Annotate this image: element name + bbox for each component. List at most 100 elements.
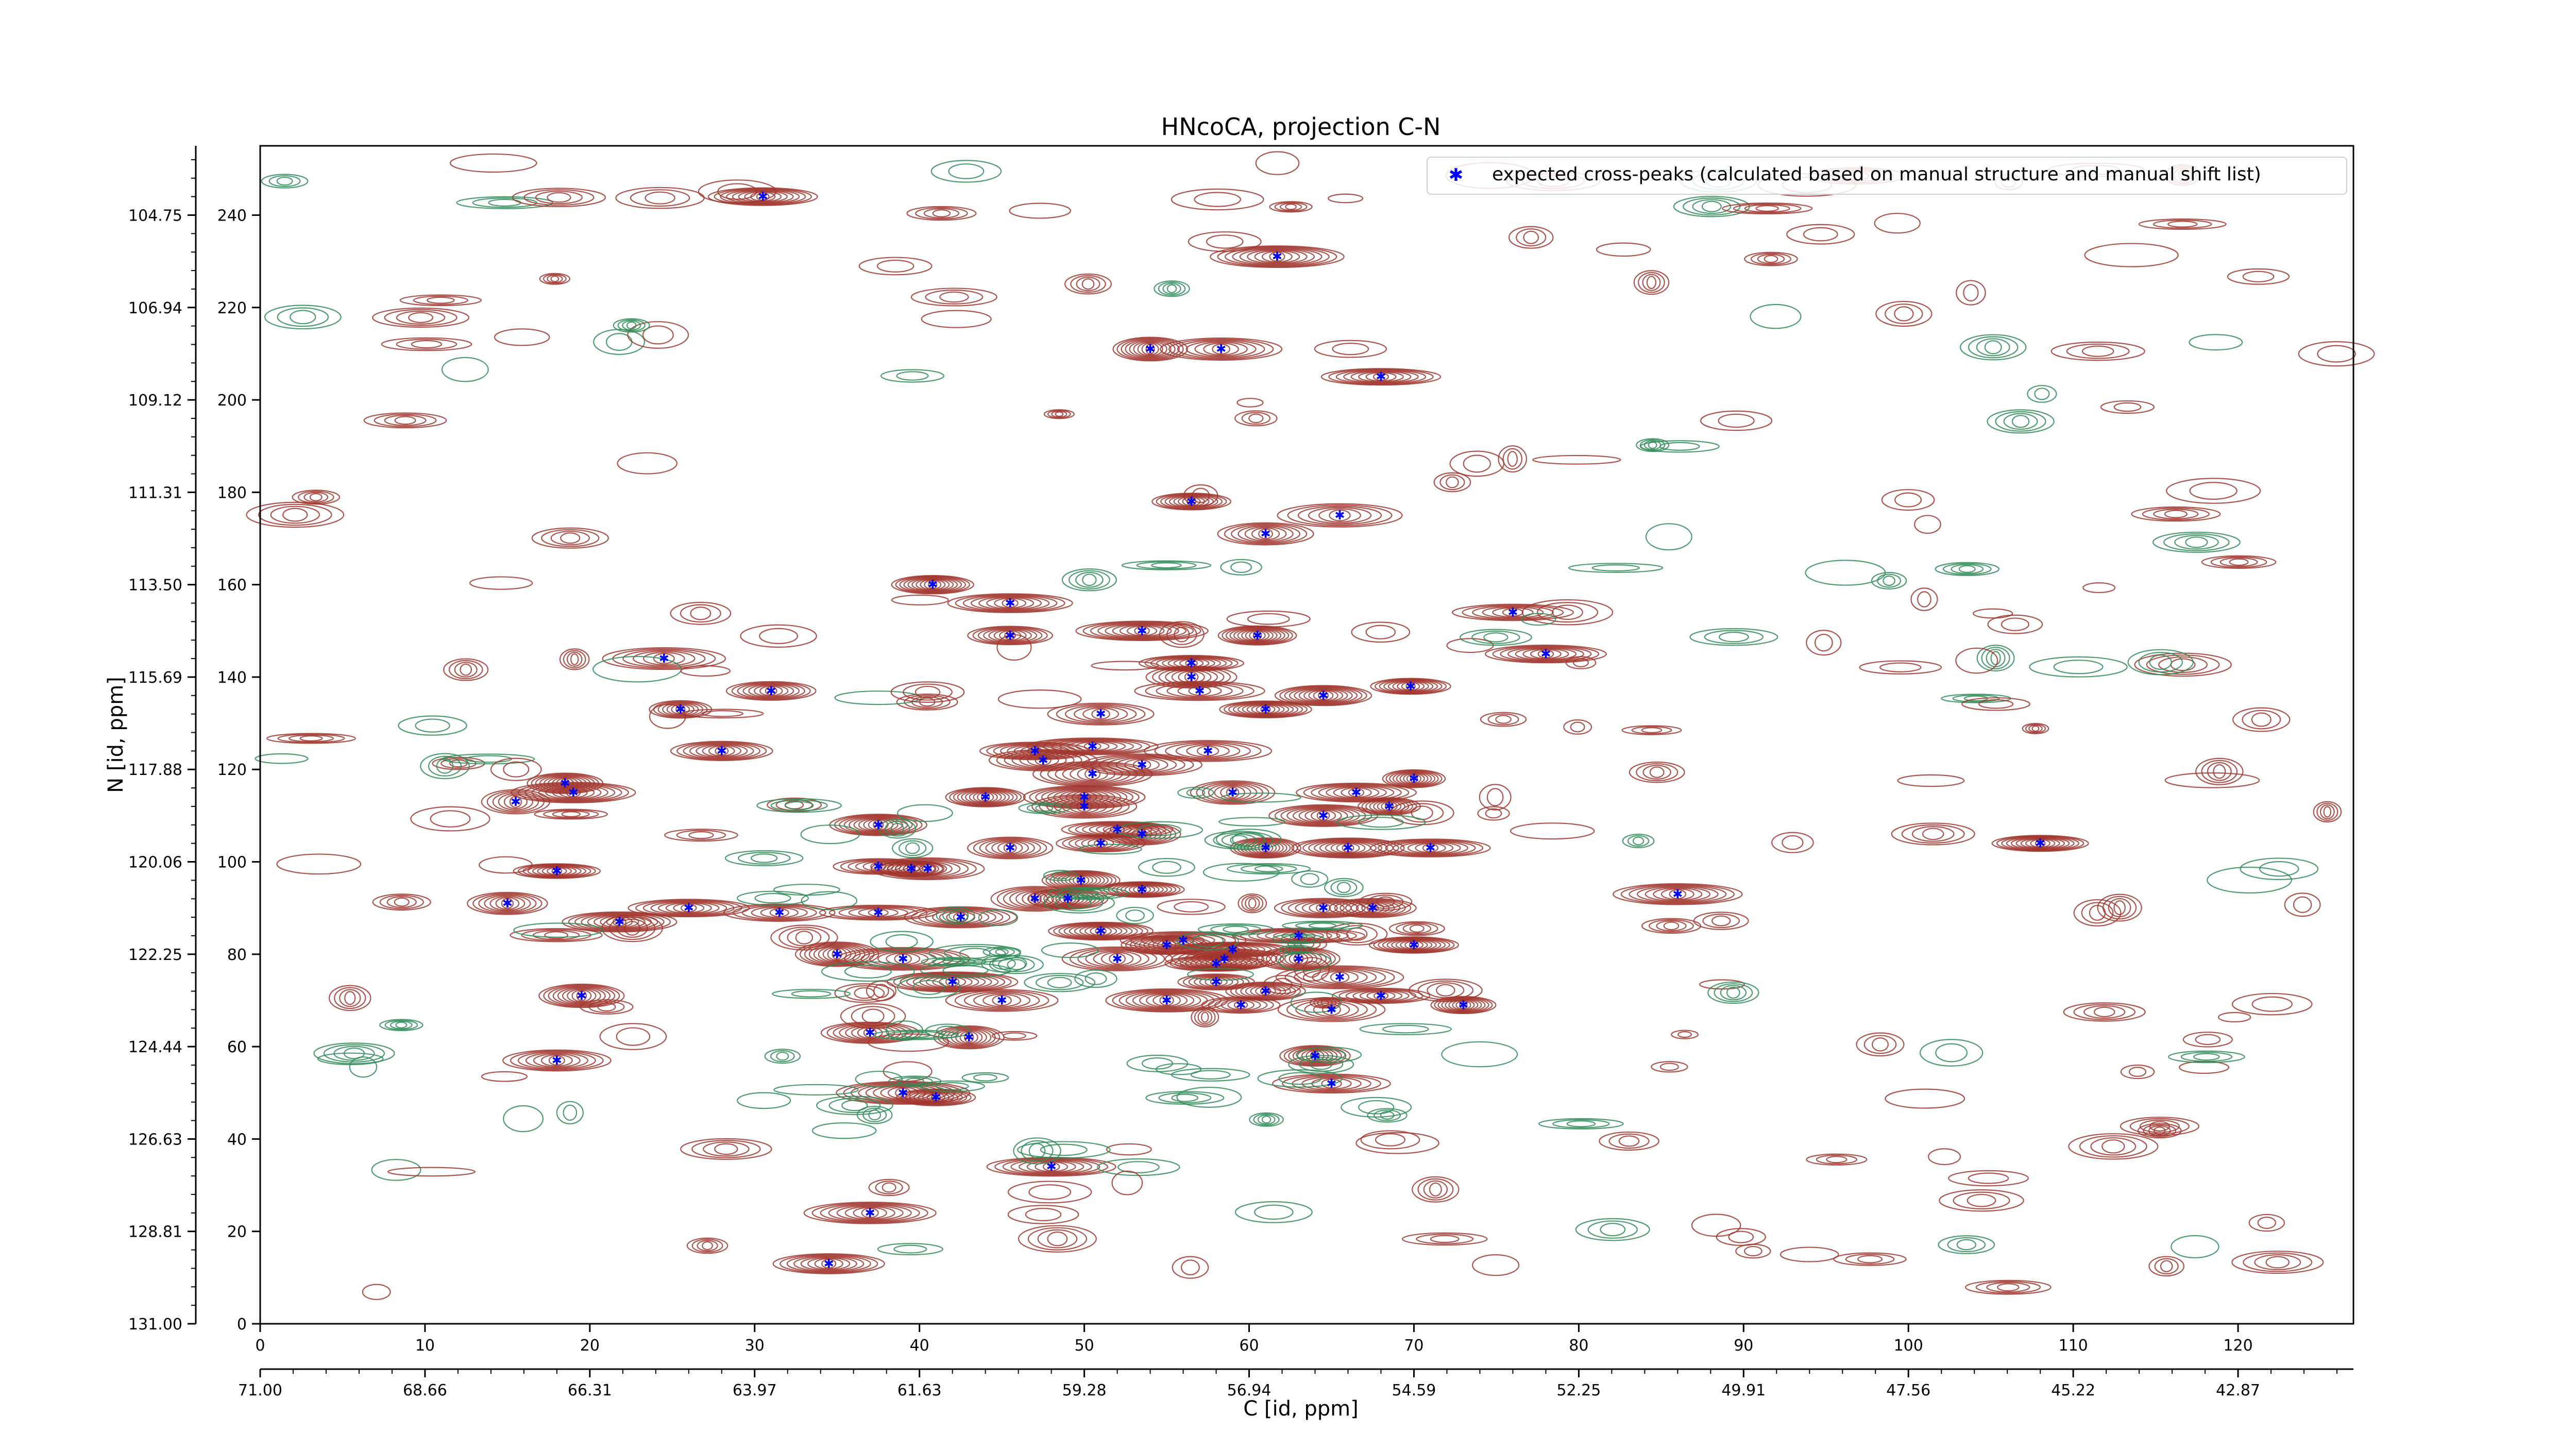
noise-contour <box>1771 832 1814 853</box>
peak-contour <box>851 1026 889 1040</box>
negative-contour <box>1290 991 1342 1013</box>
noise-contour <box>1702 913 1740 929</box>
negative-noise-contour <box>2259 861 2299 877</box>
peak-contour <box>962 595 1058 612</box>
peak-contour <box>1484 644 1607 664</box>
peak-contour <box>1035 1161 1068 1172</box>
peak-contour <box>1229 627 1285 644</box>
peak-contour <box>1169 495 1214 508</box>
cross-peak-marker: ✱ <box>1367 901 1378 915</box>
noise-contour <box>2050 341 2145 361</box>
peak-contour <box>1320 368 1442 386</box>
noise-contour <box>309 493 323 501</box>
peak-contour <box>836 947 971 971</box>
peak-contour <box>1069 924 1133 938</box>
negative-noise-contour <box>1253 1113 1280 1126</box>
negative-noise-contour <box>1154 280 1190 297</box>
noise-contour <box>1310 997 1341 1009</box>
negative-contour <box>944 946 1006 961</box>
noise-contour <box>923 208 960 219</box>
peak-contour <box>1003 843 1017 853</box>
peak-contour <box>1258 528 1273 540</box>
negative-contour <box>1187 968 1255 981</box>
negative-noise-contour <box>1600 1223 1626 1237</box>
noise-contour <box>1961 697 2031 711</box>
negative-noise-contour <box>1075 571 1104 588</box>
noise-contour <box>1845 1254 1895 1265</box>
peak-contour <box>2035 839 2046 848</box>
negative-noise-contour <box>277 307 329 327</box>
negative-noise-contour <box>1645 523 1692 551</box>
noise-contour <box>1047 410 1071 418</box>
negative-contour <box>978 909 1019 926</box>
noise-contour <box>2108 898 2131 918</box>
cross-peak-marker: ✱ <box>1227 942 1238 957</box>
negative-noise-contour <box>1692 199 1732 214</box>
noise-contour <box>1700 410 1773 431</box>
noise-contour <box>1633 270 1670 295</box>
x-ppm-tick-label: 45.22 <box>2051 1381 2095 1400</box>
negative-contour <box>1336 882 1351 894</box>
peak-contour <box>1075 836 1127 850</box>
peak-contour <box>478 894 537 913</box>
peak-contour <box>472 892 543 914</box>
negative-noise-contour <box>1883 575 1895 586</box>
peak-contour <box>900 1089 972 1106</box>
cross-peak-marker: ✱ <box>1405 679 1416 694</box>
noise-contour <box>1874 213 1921 234</box>
peak-contour <box>1331 987 1431 1004</box>
noise-contour <box>1642 765 1671 780</box>
negative-contour <box>1290 946 1303 953</box>
peak-contour <box>932 909 990 925</box>
peak-contour <box>1063 923 1138 939</box>
cross-peak-marker: ✱ <box>1137 757 1147 772</box>
noise-contour <box>1901 824 1965 844</box>
peak-contour <box>683 742 760 760</box>
peak-contour <box>702 745 741 757</box>
noise-contour <box>717 183 757 200</box>
noise-contour <box>642 325 674 345</box>
peak-contour <box>1151 493 1232 511</box>
cross-peak-marker: ✱ <box>1376 369 1386 384</box>
noise-contour <box>1856 1032 1905 1057</box>
noise-contour <box>1894 492 1922 508</box>
peak-contour <box>986 597 1035 610</box>
peak-contour <box>1422 844 1439 853</box>
noise-contour <box>1245 896 1260 911</box>
peak-contour <box>1103 822 1181 846</box>
noise-contour <box>2073 899 2122 926</box>
noise-contour <box>2131 506 2221 522</box>
peak-contour <box>1407 842 1454 854</box>
noise-contour <box>1111 1170 1143 1195</box>
peak-contour <box>899 576 967 594</box>
noise-contour <box>676 830 726 840</box>
noise-contour <box>543 810 599 819</box>
noise-contour <box>599 1023 667 1050</box>
noise-contour <box>1439 474 1465 491</box>
cross-peak-marker: ✱ <box>947 975 958 989</box>
peak-contour <box>1221 999 1261 1012</box>
noise-contour <box>2231 992 2313 1016</box>
noise-contour <box>1537 602 1598 623</box>
negative-contour <box>935 1082 969 1090</box>
negative-contour <box>791 990 832 998</box>
peak-contour <box>562 911 677 933</box>
x-index-tick-label: 90 <box>1734 1337 1753 1355</box>
peak-contour <box>1275 950 1323 968</box>
peak-contour <box>658 901 720 915</box>
noise-contour <box>2097 894 2142 922</box>
noise-contour <box>1599 1131 1659 1151</box>
peak-contour <box>836 1205 904 1221</box>
noise-contour <box>1070 275 1106 293</box>
noise-contour <box>2317 345 2356 363</box>
negative-noise-contour <box>1995 411 2046 432</box>
negative-noise-contour <box>472 197 537 208</box>
noise-contour <box>854 987 875 999</box>
noise-contour <box>372 307 470 328</box>
peak-contour <box>1244 526 1287 542</box>
peak-contour <box>1274 898 1373 918</box>
cross-peak-marker: ✱ <box>1030 744 1040 758</box>
peak-contour <box>979 838 1041 857</box>
legend-marker-icon: ✱ <box>1449 165 1464 186</box>
peak-contour <box>574 913 665 931</box>
